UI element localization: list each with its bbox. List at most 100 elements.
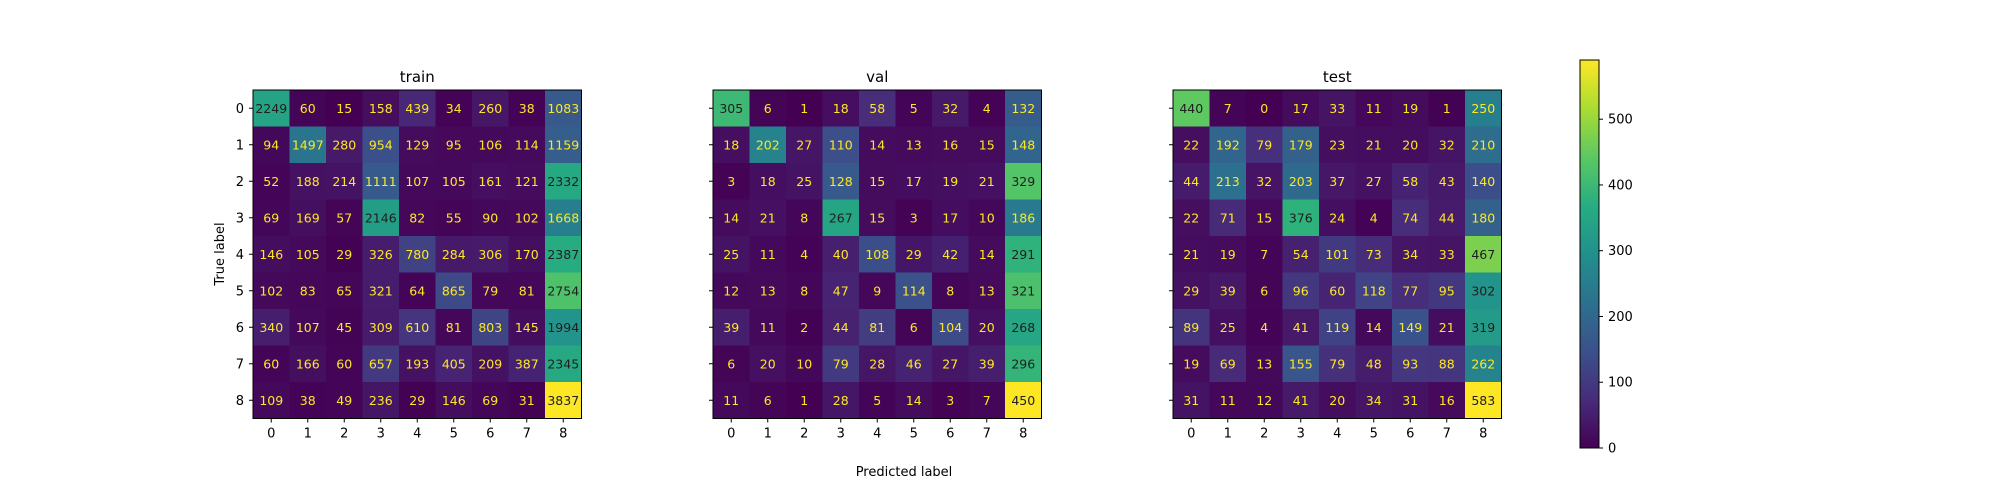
heatmap-cell [932, 90, 969, 127]
cell-value-label: 179 [1289, 137, 1313, 152]
heatmap-cell [472, 90, 509, 127]
heatmap-cell [749, 272, 787, 310]
heatmap-cell [472, 382, 509, 419]
cell-value-label: 1159 [547, 137, 579, 152]
cell-value-label: 73 [1366, 247, 1382, 262]
heatmap-cell [822, 163, 860, 200]
y-tick-label: 4 [236, 248, 244, 263]
heatmap-cell [1282, 345, 1320, 383]
heatmap-cell [508, 309, 546, 346]
cell-value-label: 105 [296, 247, 320, 262]
cell-value-label: 107 [296, 320, 320, 335]
heatmap-cell [1282, 163, 1320, 200]
heatmap-cell [1319, 126, 1356, 164]
cell-value-label: 29 [409, 393, 425, 408]
heatmap-cell [932, 345, 969, 383]
cell-value-label: 58 [1402, 174, 1418, 189]
heatmap-cell [1355, 126, 1393, 164]
heatmap-cell [859, 126, 896, 164]
heatmap-cell [289, 236, 327, 273]
heatmap-cell [435, 345, 473, 383]
heatmap-cell [786, 382, 823, 419]
cell-value-label: 81 [869, 320, 885, 335]
cell-value-label: 145 [515, 320, 539, 335]
cell-value-label: 41 [1293, 393, 1309, 408]
heatmap-cell [253, 163, 290, 200]
x-tick-label: 3 [1297, 427, 1305, 442]
heatmap-cell [1355, 382, 1393, 419]
heatmap-cell [1428, 90, 1466, 127]
cell-value-label: 15 [869, 210, 885, 225]
cell-value-label: 2345 [547, 356, 579, 371]
heatmap-cell [253, 309, 290, 346]
cell-value-label: 8 [800, 283, 808, 298]
heatmap-cell [472, 272, 509, 310]
heatmap-cell [1246, 345, 1283, 383]
cell-value-label: 25 [1220, 320, 1236, 335]
cell-value-label: 102 [259, 283, 283, 298]
cell-value-label: 14 [979, 247, 995, 262]
x-tick-label: 4 [873, 427, 881, 442]
heatmap-cell [822, 126, 860, 164]
cell-value-label: 20 [979, 320, 995, 335]
cell-value-label: 7 [1224, 101, 1232, 116]
cell-value-label: 34 [1366, 393, 1382, 408]
heatmap-cell [362, 163, 400, 200]
cell-value-label: 69 [482, 393, 498, 408]
heatmap-cell [749, 309, 787, 346]
cell-value-label: 21 [1439, 320, 1455, 335]
cell-value-label: 2754 [547, 283, 579, 298]
cell-value-label: 188 [296, 174, 320, 189]
heatmap-cell [362, 90, 400, 127]
cell-value-label: 18 [833, 101, 849, 116]
heatmap-cell [786, 272, 823, 310]
heatmap-cell [968, 163, 1006, 200]
heatmap-cell [895, 163, 933, 200]
cell-value-label: 284 [442, 247, 466, 262]
cell-value-label: 109 [259, 393, 283, 408]
heatmap-cell [932, 309, 969, 346]
heatmap-cell [786, 236, 823, 273]
cell-value-label: 11 [760, 320, 776, 335]
y-tick-label: 6 [236, 321, 244, 336]
cell-value-label: 32 [942, 101, 958, 116]
heatmap-cell [1465, 126, 1502, 164]
cell-value-label: 15 [336, 101, 352, 116]
heatmap-cell [1392, 382, 1429, 419]
heatmap-cell [786, 163, 823, 200]
heatmap-cell [968, 199, 1006, 237]
cell-value-label: 148 [1011, 137, 1035, 152]
cell-value-label: 25 [723, 247, 739, 262]
heatmap-cell [749, 90, 787, 127]
heatmap-cell [786, 309, 823, 346]
heatmap-cell [508, 163, 546, 200]
cell-value-label: 27 [796, 137, 812, 152]
heatmap-cell [1465, 90, 1502, 127]
heatmap-cell [253, 272, 290, 310]
x-tick-label: 8 [1479, 427, 1487, 442]
cell-value-label: 170 [515, 247, 539, 262]
cell-value-label: 27 [942, 356, 958, 371]
cell-value-label: 31 [1402, 393, 1418, 408]
heatmap-cell [932, 126, 969, 164]
cell-value-label: 267 [829, 210, 853, 225]
x-tick-label: 0 [267, 427, 275, 442]
cell-value-label: 260 [478, 101, 502, 116]
cell-value-label: 22 [1183, 210, 1199, 225]
x-tick-label: 3 [377, 427, 385, 442]
cell-value-label: 309 [369, 320, 393, 335]
heatmap-cell [1428, 382, 1466, 419]
heatmap-cell [713, 345, 750, 383]
heatmap-cell [713, 309, 750, 346]
cell-value-label: 18 [760, 174, 776, 189]
cell-value-label: 13 [1256, 356, 1272, 371]
heatmap-cell [713, 163, 750, 200]
heatmap-cell [1209, 90, 1247, 127]
cell-value-label: 10 [796, 356, 812, 371]
heatmap-cell [289, 309, 327, 346]
heatmap-cell [1319, 272, 1356, 310]
cell-value-label: 13 [979, 283, 995, 298]
heatmap-cell [399, 272, 436, 310]
cell-value-label: 95 [446, 137, 462, 152]
